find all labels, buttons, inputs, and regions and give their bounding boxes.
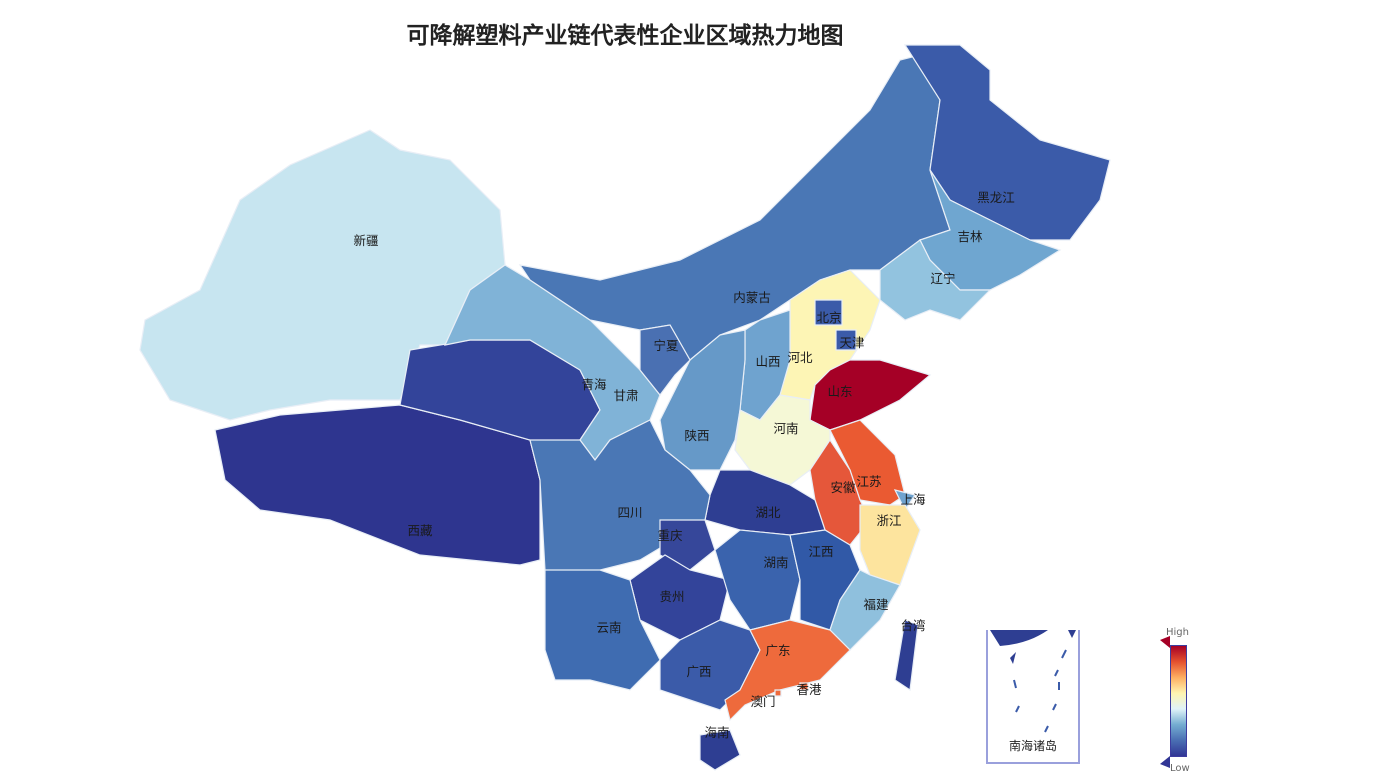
province-label-liaoning: 辽宁 xyxy=(930,271,955,286)
province-label-neimenggu: 内蒙古 xyxy=(733,290,771,305)
province-beijing[interactable] xyxy=(814,299,843,326)
province-guizhou[interactable] xyxy=(629,554,731,641)
province-label-shanxi: 山西 xyxy=(755,354,780,369)
province-label-gansu: 甘肃 xyxy=(613,388,638,403)
province-yunnan[interactable] xyxy=(544,569,661,691)
inset-label: 南海诸岛 xyxy=(1008,739,1057,753)
province-label-beijing: 北京 xyxy=(816,310,841,325)
province-label-shanghai: 上海 xyxy=(900,492,926,507)
province-label-taiwan: 台湾 xyxy=(900,618,925,633)
province-label-guizhou: 贵州 xyxy=(659,589,684,604)
province-taiwan[interactable] xyxy=(894,619,919,692)
south-sea-islands-shape xyxy=(990,630,1076,733)
province-hainan[interactable] xyxy=(699,729,741,771)
province-henan[interactable] xyxy=(734,394,831,486)
province-label-shandong: 山东 xyxy=(827,384,852,399)
province-label-xianggang: 香港 xyxy=(796,682,822,697)
legend-low-label: Low xyxy=(1170,763,1190,774)
province-neimenggu[interactable] xyxy=(518,49,951,361)
province-label-ningxia: 宁夏 xyxy=(653,338,679,353)
province-label-yunnan: 云南 xyxy=(596,620,621,635)
south-china-sea-inset: 南海诸岛 xyxy=(986,630,1080,764)
province-label-jiangsu: 江苏 xyxy=(856,474,881,489)
province-label-heilongjiang: 黑龙江 xyxy=(977,190,1015,205)
province-shanghai[interactable] xyxy=(893,489,916,512)
province-jilin[interactable] xyxy=(919,169,1062,291)
province-hunan[interactable] xyxy=(714,529,801,631)
province-label-aomen: 澳门 xyxy=(750,694,775,709)
map-title: 可降解塑料产业链代表性企业区域热力地图 xyxy=(406,23,844,49)
visual-map-scale[interactable] xyxy=(1170,645,1187,757)
province-label-hubei: 湖北 xyxy=(755,505,781,520)
province-label-henan: 河南 xyxy=(773,421,798,436)
province-label-fujian: 福建 xyxy=(863,597,889,612)
province-label-chongqing: 重庆 xyxy=(657,528,683,543)
province-label-sichuan: 四川 xyxy=(617,505,642,520)
province-xianggang[interactable] xyxy=(799,682,809,691)
province-label-shaanxi: 陕西 xyxy=(684,428,709,443)
province-label-tianjin: 天津 xyxy=(839,335,864,350)
province-fujian[interactable] xyxy=(829,569,901,651)
province-hubei[interactable] xyxy=(704,469,826,536)
province-label-zhejiang: 浙江 xyxy=(876,513,901,528)
province-aomen[interactable] xyxy=(774,689,782,697)
province-ningxia[interactable] xyxy=(639,324,691,396)
province-label-anhui: 安徽 xyxy=(830,480,856,495)
province-label-jiangxi: 江西 xyxy=(808,544,833,559)
province-chongqing[interactable] xyxy=(659,519,716,571)
province-label-guangdong: 广东 xyxy=(765,643,790,658)
province-label-qinghai: 青海 xyxy=(581,377,607,392)
legend-high-label: High xyxy=(1166,627,1189,638)
province-label-guangxi: 广西 xyxy=(686,664,711,679)
province-tianjin[interactable] xyxy=(835,329,857,351)
province-label-xizang: 西藏 xyxy=(407,523,433,538)
province-label-xinjiang: 新疆 xyxy=(353,233,378,248)
province-shaanxi[interactable] xyxy=(659,329,746,471)
province-guangdong[interactable] xyxy=(724,619,851,722)
province-liaoning[interactable] xyxy=(879,239,992,321)
province-label-hebei: 河北 xyxy=(787,350,813,365)
province-label-hainan: 海南 xyxy=(704,725,729,740)
province-label-hunan: 湖南 xyxy=(763,555,788,570)
province-label-jilin: 吉林 xyxy=(957,229,983,244)
